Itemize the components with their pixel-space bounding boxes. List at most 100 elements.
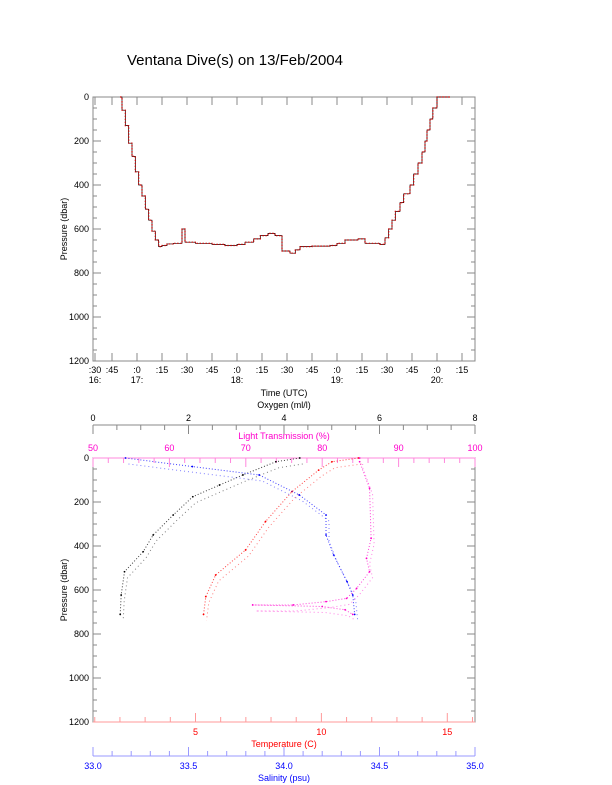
- y-axis-label-top: Pressure (dbar): [59, 198, 69, 261]
- light-axis-label: Light Transmission (%): [238, 431, 330, 441]
- x-tick-hour-label: 17:: [131, 375, 144, 385]
- light-transmission-point: [321, 605, 324, 608]
- x-tick-label: :0: [133, 365, 141, 375]
- bottom-y-tick-label: 1200: [69, 717, 89, 727]
- light-transmission-point: [292, 604, 295, 606]
- oxygen-point: [172, 514, 175, 516]
- light-transmission-point: [345, 597, 348, 600]
- top-y-tick-label: 1200: [69, 356, 89, 366]
- light-transmission-point: [355, 587, 358, 590]
- dive-track-line: [120, 96, 450, 254]
- oxygen-point: [298, 457, 301, 459]
- temperature-point: [204, 595, 207, 598]
- temperature-tick-label: 5: [193, 727, 198, 737]
- light-transmission-point: [368, 570, 371, 573]
- oxygen-point: [123, 570, 126, 573]
- oxygen-point: [242, 474, 244, 476]
- oxygen-tick-label: 6: [377, 413, 382, 423]
- salinity-point: [258, 474, 261, 476]
- bottom-y-tick-label: 200: [74, 497, 89, 507]
- top-y-tick-label: 400: [74, 180, 89, 190]
- light-transmission-point: [370, 537, 372, 540]
- light-transmission-point: [251, 604, 254, 606]
- x-tick-label: :45: [406, 365, 419, 375]
- oxygen-axis-label: Oxygen (ml/l): [257, 400, 311, 410]
- light-transmission-point: [325, 600, 327, 603]
- salinity-point: [351, 594, 354, 596]
- salinity-point: [353, 613, 356, 616]
- x-tick-label: :15: [356, 365, 369, 375]
- temperature-point: [264, 520, 267, 523]
- oxygen-point: [218, 484, 221, 486]
- salinity-profile-2: [128, 463, 359, 621]
- salinity-point: [124, 457, 127, 459]
- oxygen-profile-2: [122, 463, 303, 621]
- x-tick-label: :15: [256, 365, 269, 375]
- salinity-tick-label: 34.5: [371, 761, 389, 771]
- temperature-point: [244, 549, 247, 551]
- light-transmission-point: [358, 460, 361, 463]
- x-tick-label: :45: [306, 365, 319, 375]
- x-axis-label-time: Time (UTC): [261, 388, 308, 398]
- dive-track-dots: [120, 96, 450, 254]
- salinity-axis-label: Salinity (psu): [258, 773, 310, 783]
- y-axis-label-bottom: Pressure (dbar): [59, 559, 69, 622]
- top-y-tick-label: 200: [74, 136, 89, 146]
- salinity-point: [346, 580, 348, 583]
- salinity-tick-label: 33.5: [180, 761, 198, 771]
- temperature-profile: [203, 457, 359, 615]
- light-transmission-point: [365, 557, 368, 560]
- salinity-point: [325, 514, 327, 516]
- oxygen-tick-label: 8: [472, 413, 477, 423]
- x-tick-hour-label: 20:: [431, 375, 444, 385]
- oxygen-tick-label: 2: [186, 413, 191, 423]
- light-transmission-point: [358, 457, 361, 459]
- x-tick-hour-label: 19:: [331, 375, 344, 385]
- oxygen-point: [119, 613, 122, 616]
- x-tick-label: :0: [333, 365, 341, 375]
- bottom-plot-frame: [92, 457, 476, 723]
- oxygen-profile: [119, 457, 300, 615]
- bottom-y-tick-label: 400: [74, 541, 89, 551]
- x-tick-label: :0: [433, 365, 441, 375]
- light-transmission-point: [351, 613, 354, 616]
- top-y-tick-label: 800: [74, 268, 89, 278]
- top-y-tick-label: 0: [84, 92, 89, 102]
- salinity-point: [332, 554, 335, 556]
- x-tick-label: :45: [206, 365, 219, 375]
- x-tick-hour-label: 16:: [89, 375, 102, 385]
- top-y-tick-label: 1000: [69, 312, 89, 322]
- light-tick-label: 60: [164, 443, 174, 453]
- bottom-y-tick-label: 0: [84, 453, 89, 463]
- salinity-tick-label: 33.0: [84, 761, 102, 771]
- chart-title: Ventana Dive(s) on 13/Feb/2004: [127, 52, 343, 69]
- oxygen-point: [142, 550, 145, 553]
- oxygen-point: [152, 534, 155, 536]
- light-transmission-profile-2: [255, 464, 375, 621]
- light-tick-label: 100: [467, 443, 482, 453]
- temperature-point: [331, 460, 333, 463]
- light-tick-label: 70: [241, 443, 251, 453]
- oxygen-point: [120, 594, 123, 596]
- x-tick-label: :0: [233, 365, 241, 375]
- temperature-axis-label: Temperature (C): [251, 739, 317, 749]
- bottom-y-tick-label: 800: [74, 629, 89, 639]
- temperature-tick-label: 15: [442, 727, 452, 737]
- temperature-profile-2: [206, 463, 362, 621]
- light-transmission-profile: [252, 458, 372, 615]
- salinity-tick-label: 35.0: [466, 761, 484, 771]
- top-plot-frame: [92, 96, 476, 362]
- salinity-profile: [125, 457, 356, 615]
- light-transmission-point: [368, 487, 371, 490]
- x-tick-label: :30: [181, 365, 194, 375]
- salinity-point: [325, 534, 327, 536]
- light-tick-label: 90: [394, 443, 404, 453]
- temperature-tick-label: 10: [316, 727, 326, 737]
- x-tick-label: :45: [106, 365, 119, 375]
- temperature-point: [214, 574, 217, 576]
- bottom-y-tick-label: 600: [74, 585, 89, 595]
- light-tick-label: 50: [88, 443, 98, 453]
- oxygen-tick-label: 4: [281, 413, 286, 423]
- salinity-point: [298, 494, 301, 496]
